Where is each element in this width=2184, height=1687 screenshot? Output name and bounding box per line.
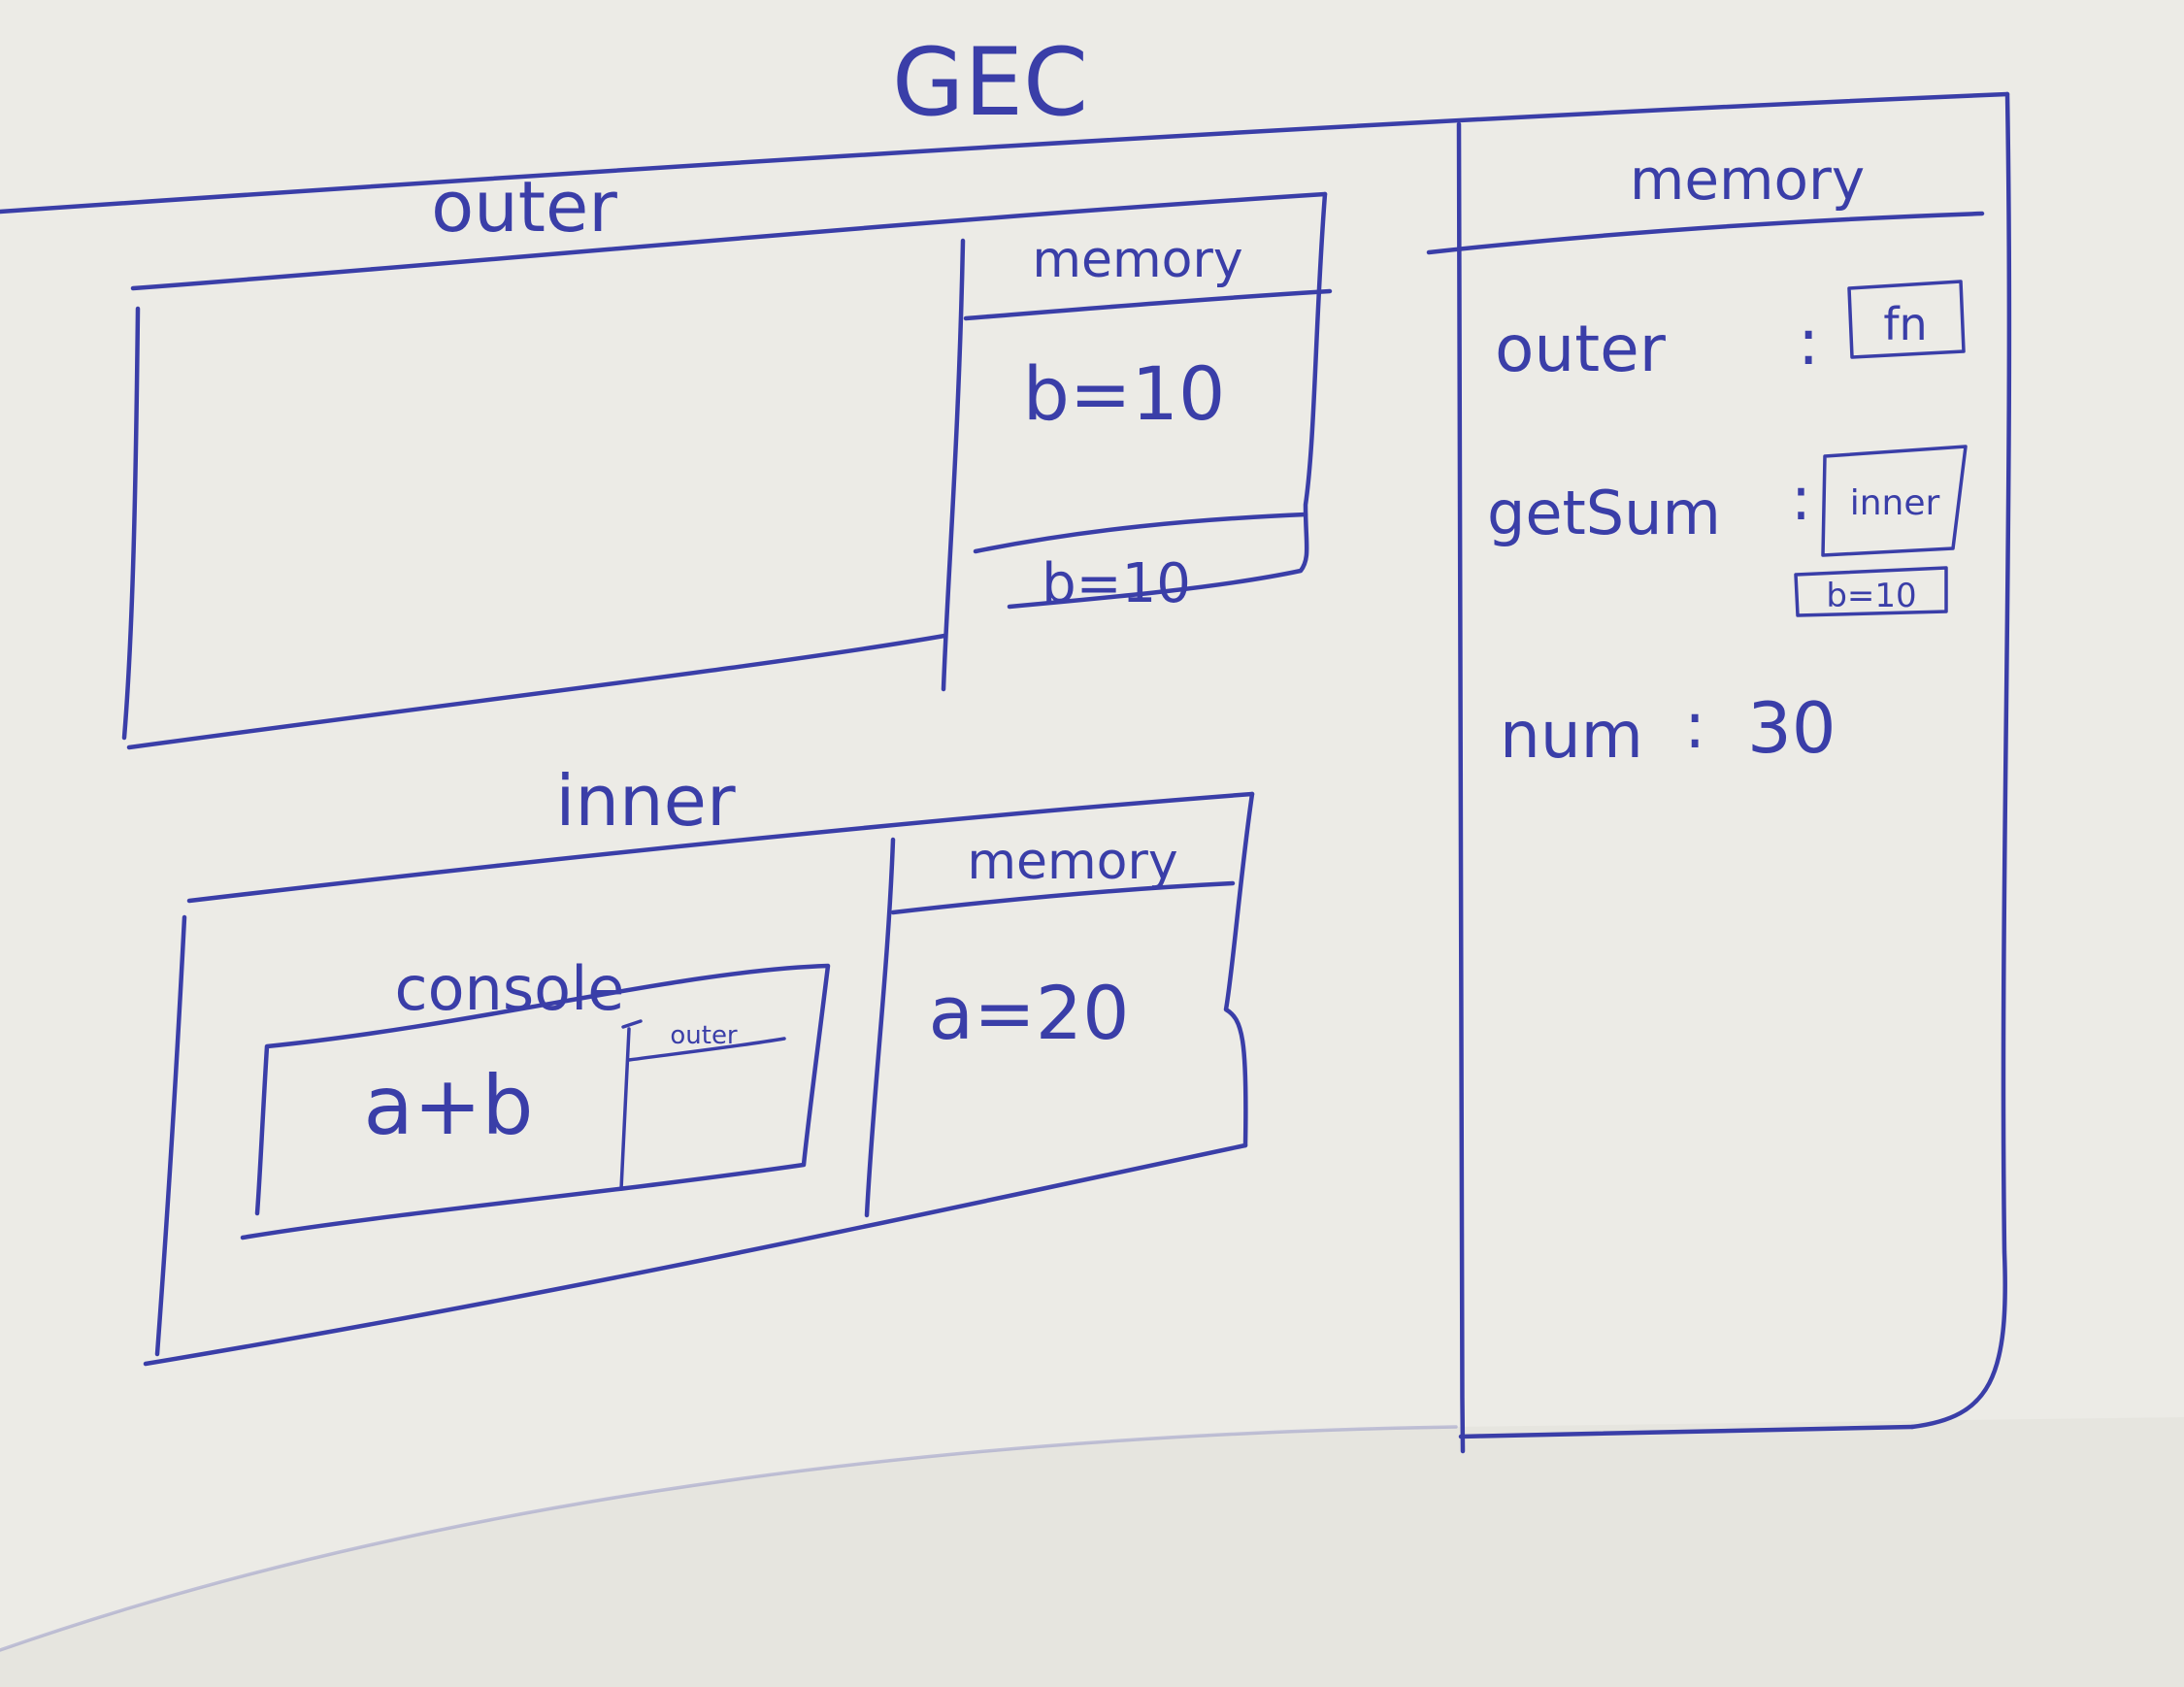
global-entry-sep: :: [1684, 688, 1705, 763]
inner-context: inner console a+b outer memory a=20: [143, 760, 1255, 1367]
inner-box-right: [1223, 791, 1255, 1148]
global-entry-key: num: [1500, 698, 1643, 773]
inner-memory-entry: a=20: [929, 970, 1130, 1056]
gec-frame-right: [1909, 91, 2012, 1430]
paper-fold-line: [0, 1425, 1458, 1652]
gec-divider: [1456, 121, 1466, 1454]
paper-lower-fold: [0, 1417, 2184, 1687]
console-expression: a+b: [363, 1058, 533, 1153]
outer-box-top: [130, 191, 1328, 291]
console-box: [240, 963, 831, 1240]
global-entry-key: getSum: [1487, 478, 1721, 548]
global-entry-sep: :: [1798, 305, 1819, 380]
gec-memory-underline: [1426, 211, 1985, 255]
inner-box-bottom: [143, 1142, 1248, 1367]
console-label: console: [395, 953, 625, 1024]
gec-frame-bottom: [1458, 1424, 1915, 1439]
fn-value-box: [1847, 280, 1966, 359]
console-mini-box-label: outer: [670, 1021, 738, 1050]
closure-box: [1794, 566, 1948, 617]
outer-box-left: [121, 306, 141, 741]
outer-box-bottom: [126, 633, 947, 750]
closure-value: b=10: [1826, 577, 1916, 615]
outer-memory-right: [1007, 191, 1328, 610]
outer-memory-divider: [973, 512, 1308, 554]
inner-box-left: [154, 914, 187, 1357]
gec-title: GEC: [892, 28, 1088, 137]
global-entry-value: fn: [1883, 298, 1927, 350]
console-mini-box: [619, 1019, 786, 1191]
global-entry-value: inner: [1850, 483, 1940, 523]
outer-memory-entry: b=10: [1042, 552, 1191, 615]
global-entry-sep: :: [1791, 463, 1811, 534]
outer-memory-label: memory: [1032, 231, 1242, 289]
inner-box-top: [186, 791, 1255, 904]
outer-memory-left: [941, 238, 966, 692]
outer-context-bottom: [144, 1364, 1456, 1451]
outer-memory-entry: b=10: [1023, 350, 1226, 437]
gec-frame-top: [0, 91, 2010, 215]
outer-label: outer: [431, 166, 617, 248]
global-entry-key: outer: [1495, 312, 1667, 386]
inner-memory-label: memory: [967, 833, 1177, 891]
inner-memory-left: [864, 837, 896, 1218]
outer-context: outer memory b=10 b=10: [121, 166, 1333, 750]
inner-value-box: [1821, 445, 1968, 557]
inner-memory-header-line: [890, 880, 1236, 915]
global-entry-value: 30: [1747, 687, 1837, 769]
global-memory: memory outer : fn getSum : inner b=10 nu…: [1487, 147, 1968, 773]
inner-label: inner: [555, 760, 736, 842]
outer-memory-header-line: [963, 288, 1333, 321]
global-memory-label: memory: [1630, 147, 1865, 213]
